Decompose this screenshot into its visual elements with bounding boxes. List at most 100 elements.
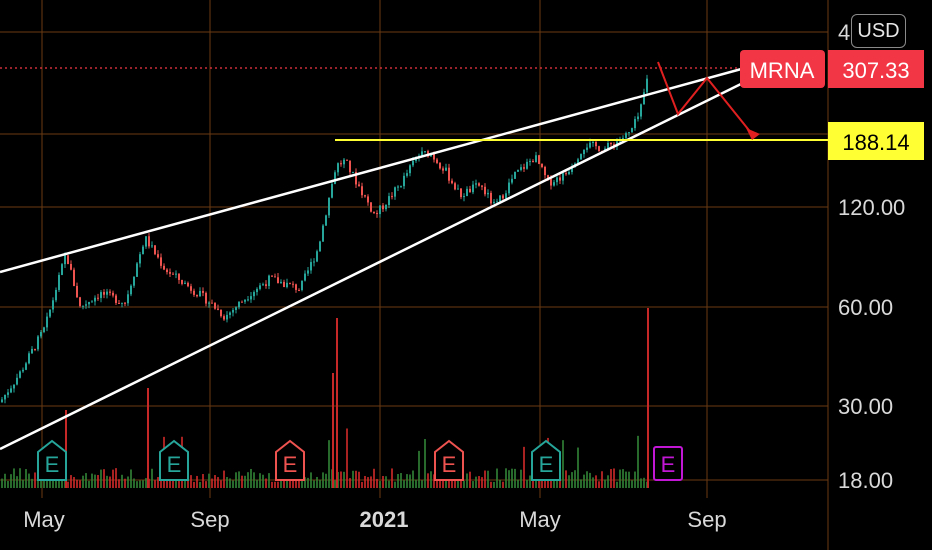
volume-bar <box>238 471 240 488</box>
currency-button[interactable]: USD <box>851 14 906 48</box>
candle-body <box>94 297 96 302</box>
candle-body <box>532 160 534 163</box>
volume-bar <box>166 474 168 488</box>
volume-bar <box>139 480 141 488</box>
volume-bar <box>49 476 51 488</box>
volume-bar <box>295 477 297 488</box>
volume-bar <box>145 478 147 488</box>
volume-bar <box>118 479 120 488</box>
volume-bar <box>4 473 6 488</box>
candle-body <box>265 284 267 286</box>
volume-bar <box>616 481 618 488</box>
candle-body <box>67 255 69 264</box>
candle-body <box>433 153 435 160</box>
candle-body <box>277 277 279 284</box>
volume-bar <box>385 476 387 488</box>
earnings-label: E <box>661 452 676 477</box>
candle-body <box>25 363 27 370</box>
volume-bar <box>484 470 486 488</box>
time-tick-label: May <box>23 507 65 532</box>
volume-bar <box>409 474 411 488</box>
candle-body <box>547 175 549 179</box>
volume-bar <box>628 471 630 488</box>
volume-bar <box>301 477 303 488</box>
candle-body <box>634 119 636 129</box>
candle-body <box>439 162 441 169</box>
volume-spike <box>147 388 149 488</box>
level-label: 188.14 <box>842 130 909 155</box>
volume-bar <box>349 478 351 488</box>
candle-body <box>523 167 525 169</box>
candle-body <box>310 262 312 271</box>
volume-bar <box>481 477 483 488</box>
candle-body <box>475 183 477 185</box>
time-axis[interactable]: May Sep 2021 May Sep <box>23 507 726 532</box>
candle-body <box>109 291 111 293</box>
candle-body <box>481 185 483 187</box>
candle-body <box>193 290 195 295</box>
candle-body <box>70 263 72 270</box>
candle-body <box>85 304 87 306</box>
earnings-marker: E <box>275 439 305 481</box>
earnings-box <box>159 439 189 481</box>
symbol-label: MRNA <box>750 58 815 83</box>
candle-body <box>82 305 84 307</box>
volume-bar <box>454 477 456 488</box>
candle-body <box>553 182 555 186</box>
volume-bar <box>529 475 531 488</box>
volume-bar <box>262 474 264 488</box>
volume-bar <box>196 475 198 488</box>
candle-body <box>106 291 108 295</box>
volume-bar <box>394 481 396 488</box>
volume-bar <box>244 475 246 488</box>
candle-body <box>271 275 273 277</box>
volume-bar <box>76 479 78 488</box>
volume-bar <box>142 480 144 488</box>
candle-body <box>199 290 201 297</box>
volume-bar <box>253 472 255 488</box>
candle-body <box>91 301 93 303</box>
candle-body <box>493 201 495 204</box>
volume-spike <box>65 410 67 488</box>
candle-body <box>163 265 165 270</box>
volume-bar <box>346 428 348 488</box>
candle-body <box>220 309 222 317</box>
volume-bar <box>589 472 591 488</box>
candle-body <box>88 302 90 305</box>
candle-body <box>571 167 573 172</box>
volume-bar <box>622 469 624 488</box>
volume-bar <box>280 478 282 488</box>
volume-bar <box>565 470 567 488</box>
candle-body <box>13 384 15 389</box>
candle-body <box>319 241 321 252</box>
volume-bar <box>133 478 135 488</box>
volume-bar <box>151 468 153 488</box>
earnings-box <box>653 446 683 481</box>
candle-body <box>28 353 30 364</box>
volume-bar <box>427 473 429 488</box>
earnings-box <box>275 439 305 481</box>
candle-body <box>313 261 315 263</box>
candle-body <box>457 188 459 190</box>
volume-bar <box>121 474 123 488</box>
candle-body <box>334 172 336 184</box>
candle-body <box>169 272 171 274</box>
volume-bar <box>568 475 570 488</box>
volume-bar <box>535 475 537 488</box>
volume-bar <box>25 469 27 488</box>
candle-body <box>559 177 561 181</box>
volume-bar <box>130 469 132 488</box>
volume-bar <box>127 476 129 488</box>
candle-body <box>157 254 159 258</box>
candle-body <box>268 275 270 286</box>
earnings-label: E <box>167 452 182 477</box>
candle-body <box>49 309 51 317</box>
candle-body <box>289 282 291 284</box>
volume-bar <box>154 480 156 488</box>
volume-bar <box>214 475 216 488</box>
volume-bar <box>13 468 15 488</box>
candle-body <box>403 175 405 187</box>
candle-body <box>40 331 42 337</box>
